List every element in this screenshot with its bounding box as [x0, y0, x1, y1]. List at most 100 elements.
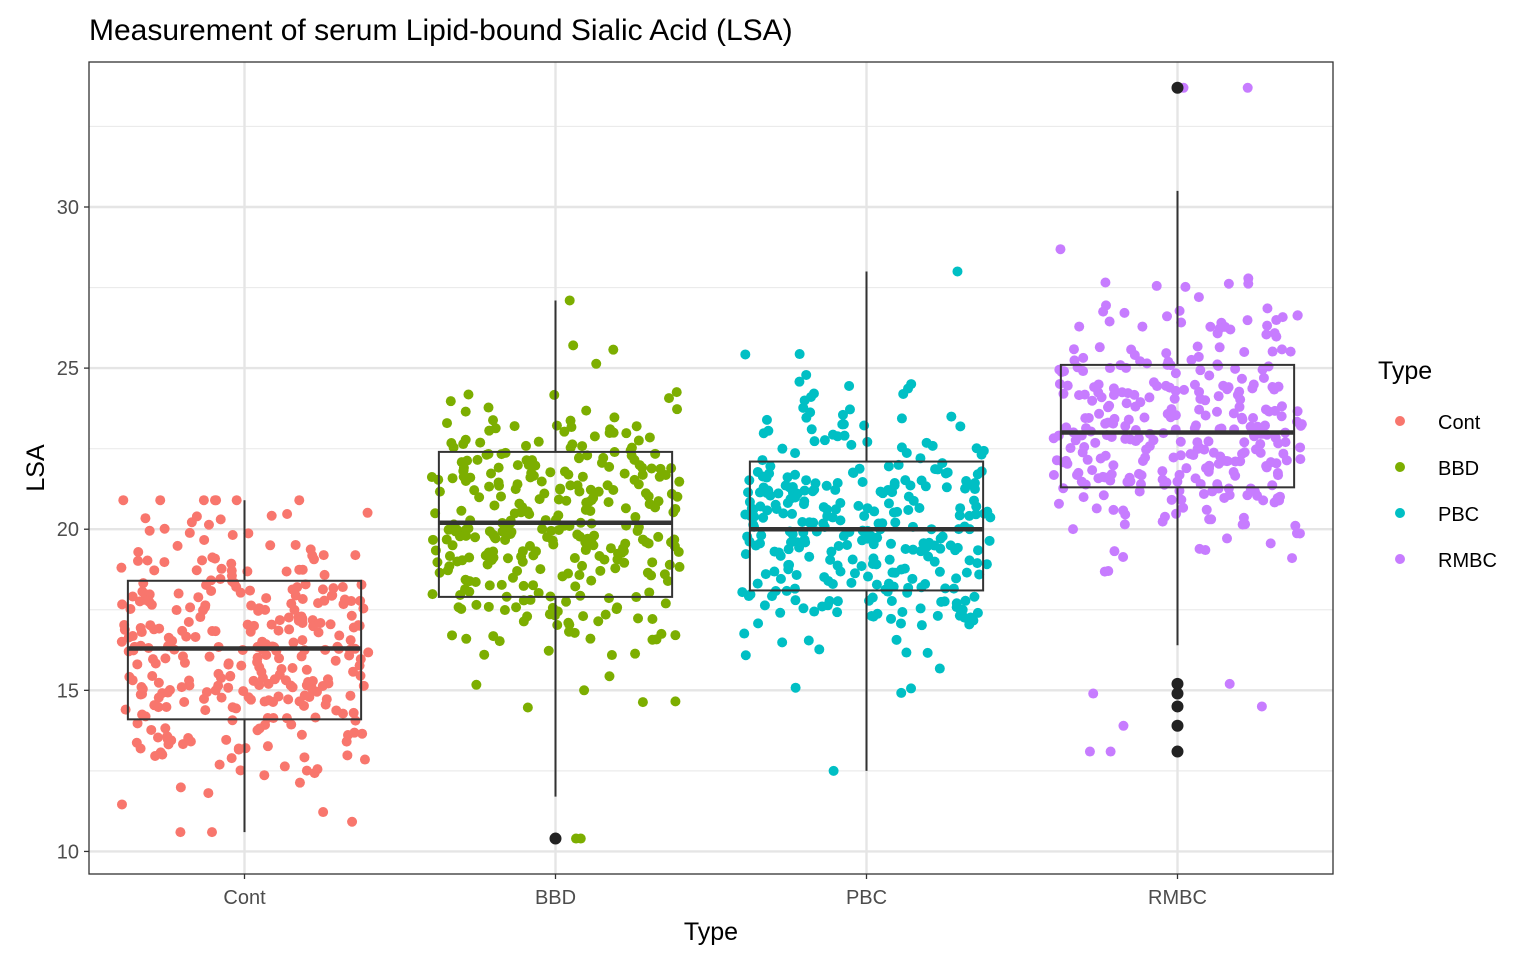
data-point-cont — [198, 495, 209, 506]
data-point-cont — [223, 659, 234, 670]
data-point-rmbc — [1224, 678, 1235, 689]
data-point-pbc — [809, 436, 820, 447]
data-point-bbd — [533, 436, 544, 447]
data-point-bbd — [434, 486, 445, 497]
data-point-pbc — [959, 612, 970, 623]
data-point-pbc — [814, 644, 825, 655]
data-point-pbc — [740, 549, 751, 560]
data-point-bbd — [539, 488, 550, 499]
data-point-pbc — [787, 508, 798, 519]
data-point-pbc — [838, 419, 849, 430]
data-point-pbc — [891, 634, 902, 645]
data-point-rmbc — [1102, 402, 1113, 413]
data-point-rmbc — [1267, 346, 1278, 357]
data-point-bbd — [565, 480, 576, 491]
data-point-pbc — [954, 510, 965, 521]
data-point-cont — [216, 563, 227, 574]
data-point-rmbc — [1290, 520, 1301, 531]
data-point-bbd — [494, 636, 505, 647]
data-point-cont — [127, 631, 138, 642]
data-point-rmbc — [1178, 502, 1189, 513]
data-point-rmbc — [1121, 398, 1132, 409]
data-point-pbc — [743, 487, 754, 498]
data-point-bbd — [471, 599, 482, 610]
data-point-rmbc — [1295, 442, 1306, 453]
data-point-pbc — [951, 573, 962, 584]
data-point-bbd — [444, 551, 455, 562]
data-point-cont — [348, 666, 359, 677]
data-point-pbc — [783, 564, 794, 575]
data-point-rmbc — [1262, 303, 1273, 314]
data-point-bbd — [489, 500, 500, 511]
data-point-rmbc — [1239, 347, 1250, 358]
data-point-rmbc — [1278, 448, 1289, 459]
data-point-rmbc — [1106, 469, 1117, 480]
data-point-cont — [245, 694, 256, 705]
data-point-rmbc — [1166, 404, 1177, 415]
data-point-bbd — [633, 479, 644, 490]
legend-label-rmbc: RMBC — [1438, 550, 1497, 572]
data-point-rmbc — [1080, 413, 1091, 424]
data-point-pbc — [757, 455, 768, 466]
data-point-pbc — [758, 512, 769, 523]
data-point-pbc — [752, 578, 763, 589]
data-point-rmbc — [1201, 504, 1212, 515]
data-point-rmbc — [1258, 495, 1269, 506]
data-point-bbd — [646, 463, 657, 474]
data-point-pbc — [902, 587, 913, 598]
data-point-bbd — [626, 442, 637, 453]
data-point-cont — [338, 599, 349, 610]
data-point-cont — [288, 637, 299, 648]
data-point-rmbc — [1073, 467, 1084, 478]
data-point-pbc — [914, 502, 925, 513]
data-point-pbc — [739, 628, 750, 639]
data-point-cont — [157, 688, 168, 699]
data-point-rmbc — [1170, 385, 1181, 396]
data-point-pbc — [908, 544, 919, 555]
data-point-pbc — [832, 607, 843, 618]
data-point-bbd — [493, 462, 504, 473]
data-point-cont — [159, 523, 170, 534]
data-point-rmbc — [1170, 368, 1181, 379]
data-point-rmbc — [1074, 321, 1085, 332]
data-point-cont — [135, 622, 146, 633]
data-point-cont — [348, 622, 359, 633]
data-point-cont — [176, 682, 187, 693]
data-point-pbc — [771, 503, 782, 514]
data-point-bbd — [472, 454, 483, 465]
data-point-bbd — [514, 498, 525, 509]
data-point-cont — [231, 495, 242, 506]
data-point-pbc — [759, 600, 770, 611]
data-point-rmbc — [1124, 472, 1135, 483]
data-point-pbc — [961, 567, 972, 578]
data-point-pbc — [883, 498, 894, 509]
data-point-cont — [162, 731, 173, 742]
data-point-pbc — [930, 464, 941, 475]
data-point-cont — [225, 671, 236, 682]
data-point-rmbc — [1119, 307, 1130, 318]
data-point-bbd — [574, 531, 585, 542]
data-point-cont — [290, 539, 301, 550]
data-point-bbd — [578, 611, 589, 622]
data-point-cont — [300, 579, 311, 590]
data-point-bbd — [536, 476, 547, 487]
data-point-rmbc — [1257, 364, 1268, 375]
data-point-rmbc — [1194, 543, 1205, 554]
data-point-bbd — [589, 431, 600, 442]
data-point-rmbc — [1169, 393, 1180, 404]
data-point-cont — [301, 765, 312, 776]
data-point-pbc — [754, 487, 765, 498]
data-point-bbd — [610, 563, 621, 574]
data-point-pbc — [823, 575, 834, 586]
data-point-cont — [252, 657, 263, 668]
data-point-bbd — [458, 471, 469, 482]
box-rmbc — [1059, 81, 1296, 758]
box-cont — [126, 500, 363, 833]
data-point-rmbc — [1248, 412, 1259, 423]
data-point-pbc — [916, 620, 927, 631]
data-point-pbc — [950, 545, 961, 556]
data-point-rmbc — [1090, 437, 1101, 448]
data-point-cont — [177, 625, 188, 636]
data-point-pbc — [760, 569, 771, 580]
data-point-pbc — [817, 601, 828, 612]
